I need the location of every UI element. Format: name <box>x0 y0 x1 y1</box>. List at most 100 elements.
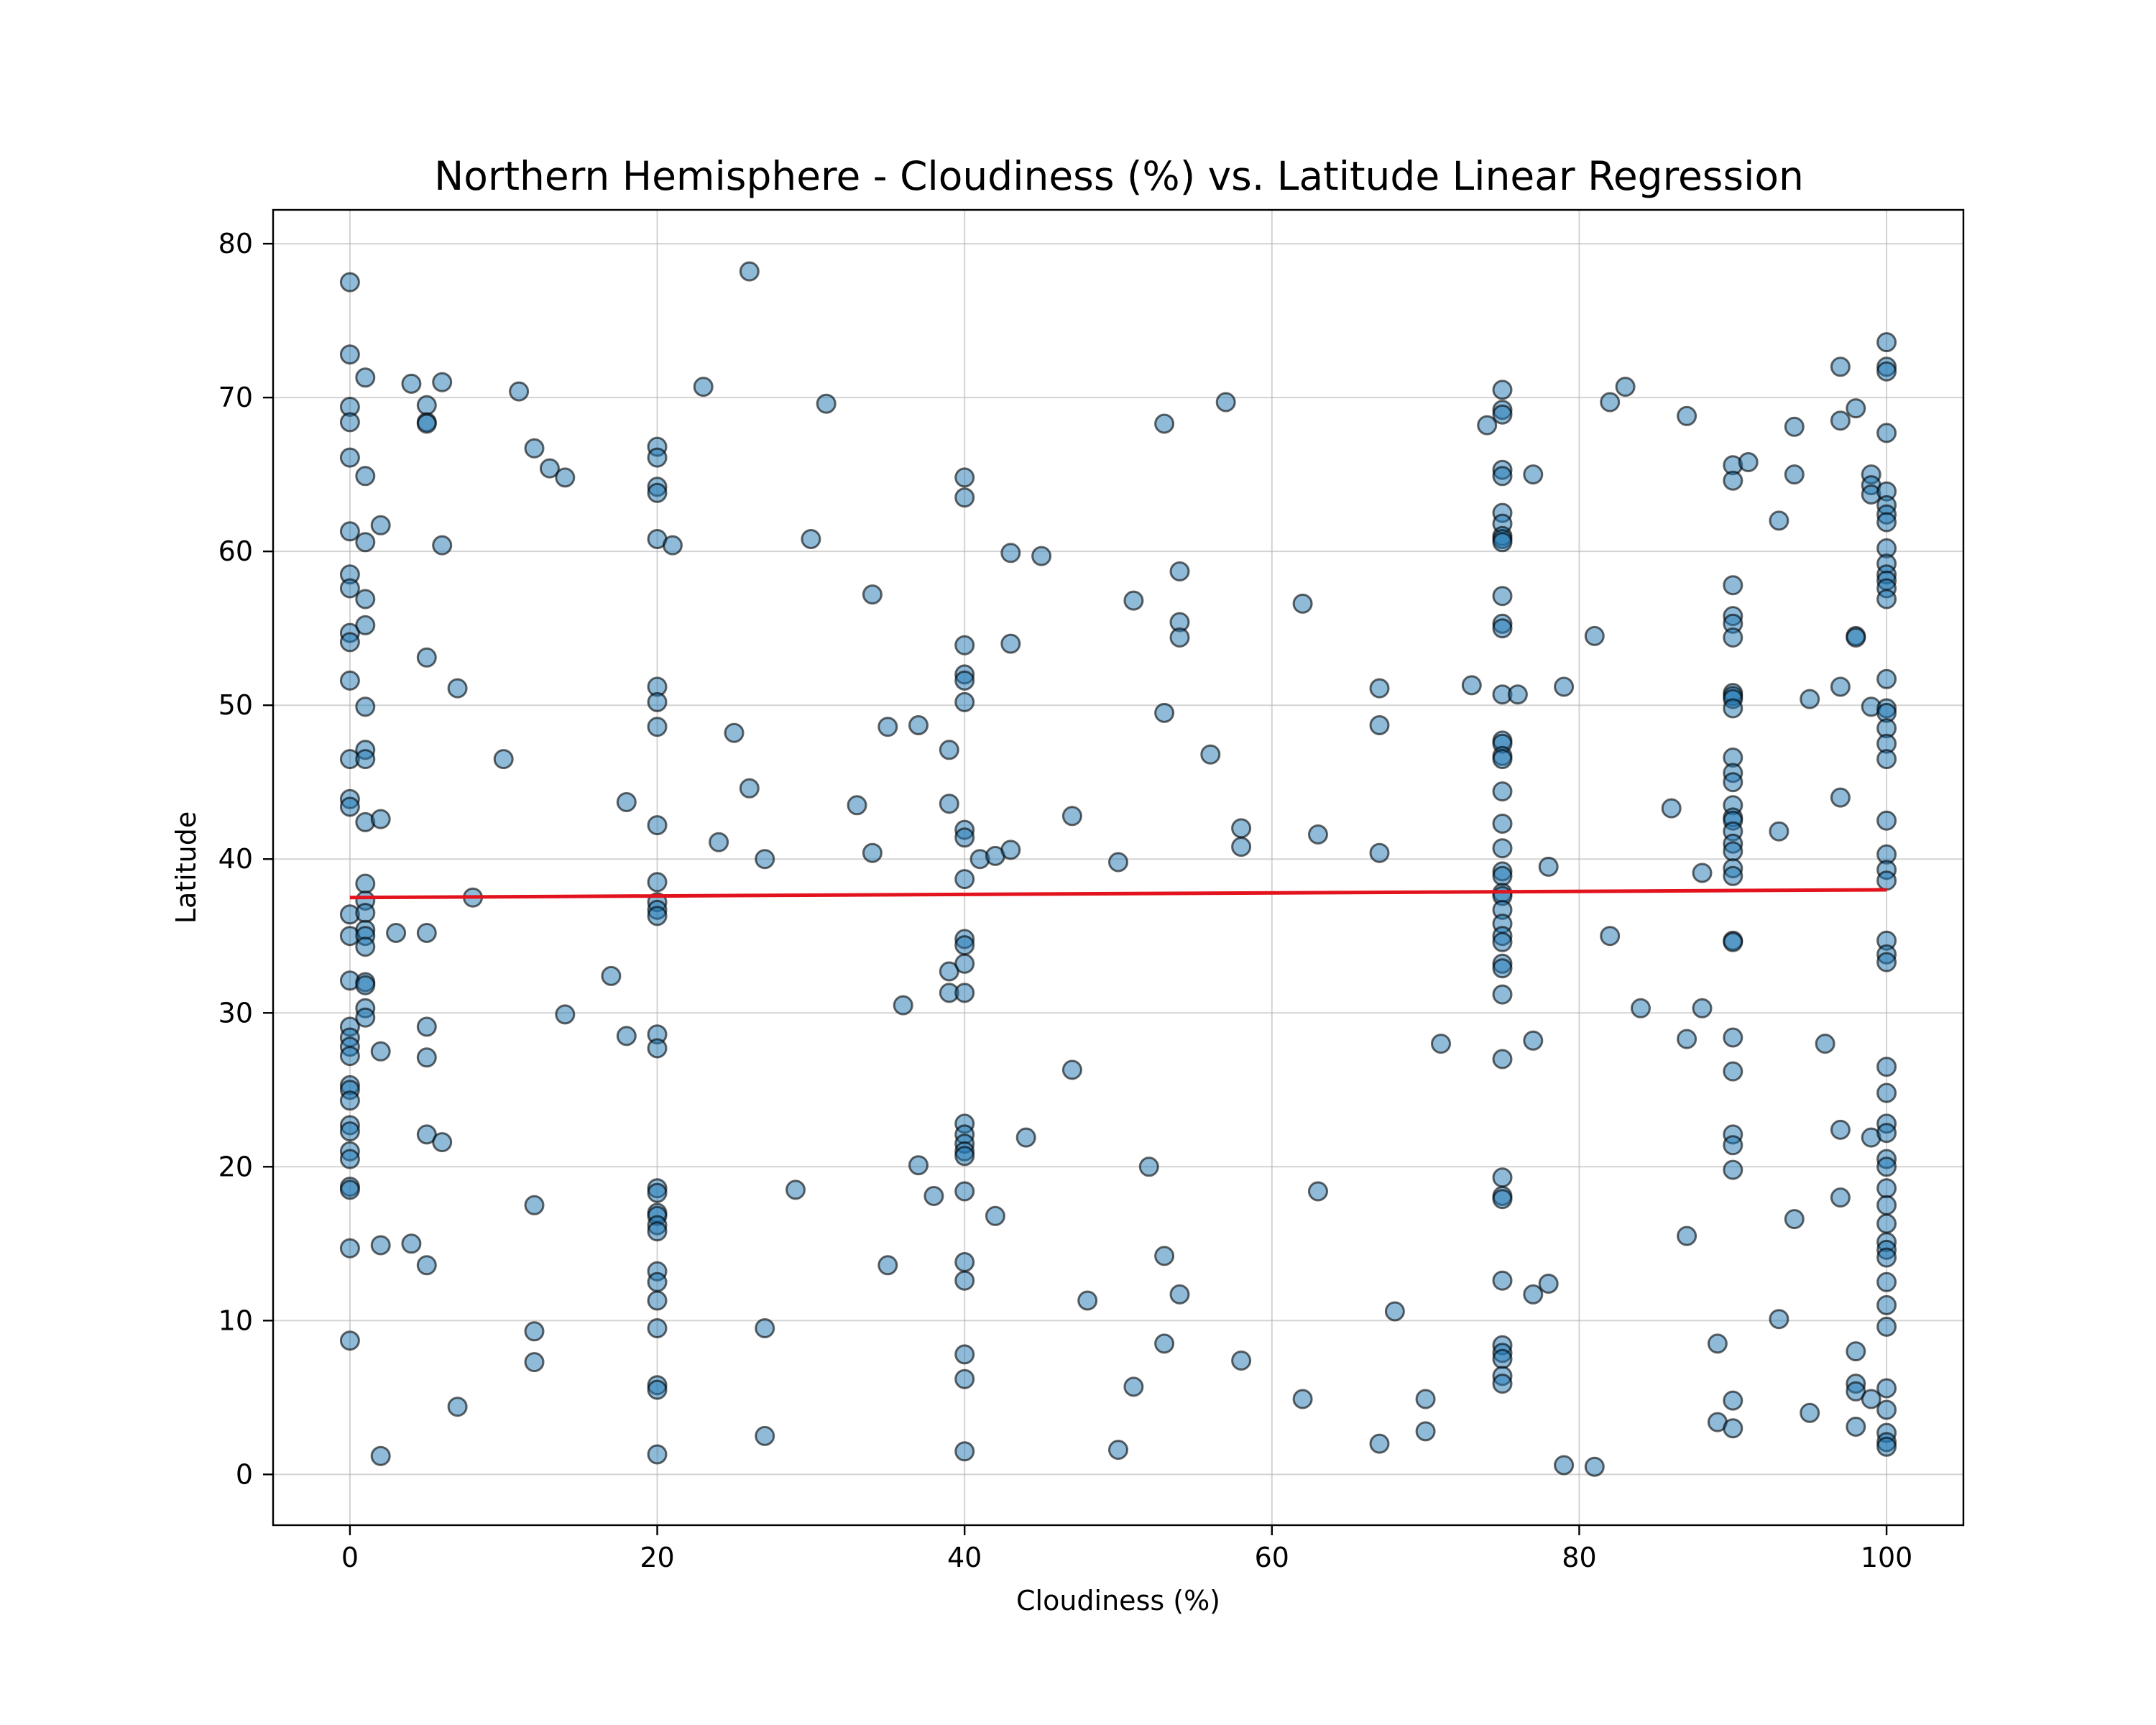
axis-ticks: 0 20 40 60 80 100 0 10 20 30 40 50 60 70 80 <box>218 228 1913 1573</box>
y-tick-label: 80 <box>218 228 253 259</box>
scatter-point <box>1723 1159 1743 1180</box>
scatter-point <box>339 1046 360 1067</box>
scatter-point <box>1169 627 1190 648</box>
scatter-point <box>1369 842 1390 863</box>
scatter-point <box>954 953 975 974</box>
scatter-point <box>647 447 668 468</box>
y-tick-label: 60 <box>218 535 253 567</box>
scatter-point <box>1492 1270 1513 1291</box>
scatter-point <box>877 1255 898 1276</box>
scatter-point <box>355 975 376 995</box>
scatter-point <box>1876 512 1897 533</box>
scatter-point <box>1123 590 1144 611</box>
scatter-point <box>1492 380 1513 400</box>
scatter-point <box>1830 1119 1851 1140</box>
scatter-point <box>1492 618 1513 639</box>
scatter-point <box>401 373 422 394</box>
data-points <box>339 261 1897 1477</box>
scatter-point <box>647 1379 668 1400</box>
scatter-point <box>1492 932 1513 952</box>
scatter-point <box>1523 1030 1544 1051</box>
scatter-point <box>370 1235 391 1256</box>
scatter-point <box>493 749 514 770</box>
scatter-point <box>1523 1284 1544 1305</box>
scatter-point <box>1723 698 1743 719</box>
scatter-point <box>1876 1082 1897 1103</box>
scatter-point <box>1538 1274 1559 1294</box>
scatter-point <box>524 1321 545 1342</box>
scatter-point <box>862 842 883 863</box>
scatter-point <box>1830 1187 1851 1208</box>
scatter-point <box>370 1041 391 1062</box>
scatter-point <box>954 827 975 848</box>
scatter-point <box>893 995 913 1016</box>
scatter-point <box>616 1026 637 1046</box>
scatter-point <box>355 589 376 610</box>
scatter-point <box>801 529 821 549</box>
scatter-point <box>647 1221 668 1242</box>
scatter-point <box>1800 689 1820 709</box>
scatter-point <box>1584 625 1605 646</box>
scatter-point <box>1876 1195 1897 1215</box>
regression-layer <box>349 888 1887 900</box>
scatter-point <box>1077 1290 1098 1311</box>
scatter-point <box>1723 1061 1743 1082</box>
scatter-point <box>954 691 975 712</box>
chart-title: Northern Hemisphere - Cloudiness (%) vs.… <box>434 153 1804 199</box>
scatter-point <box>1876 1399 1897 1420</box>
scatter-point <box>1769 821 1789 842</box>
scatter-point <box>1108 852 1128 873</box>
scatter-point <box>1830 787 1851 808</box>
scatter-point <box>1538 856 1559 877</box>
scatter-point <box>1876 1271 1897 1292</box>
scatter-point <box>1876 952 1897 972</box>
scatter-point <box>1692 998 1713 1018</box>
scatter-point <box>1492 1374 1513 1394</box>
scatter-point <box>1846 627 1866 648</box>
scatter-point <box>1876 1294 1897 1315</box>
scatter-point <box>786 1179 806 1200</box>
scatter-point <box>709 832 729 852</box>
y-tick-label: 0 <box>236 1458 253 1490</box>
scatter-point <box>339 412 360 433</box>
scatter-point <box>1477 415 1498 436</box>
x-tick-label: 0 <box>341 1542 359 1573</box>
scatter-point <box>1492 865 1513 886</box>
scatter-point <box>1108 1440 1128 1460</box>
scatter-point <box>647 1290 668 1311</box>
scatter-point <box>954 1441 975 1462</box>
scatter-point <box>908 715 929 735</box>
scatter-point <box>416 1255 437 1276</box>
scatter-point <box>739 778 760 799</box>
scatter-point <box>432 1132 453 1153</box>
scatter-point <box>1723 841 1743 862</box>
scatter-point <box>1154 1246 1175 1266</box>
scatter-point <box>954 1344 975 1365</box>
scatter-point <box>339 1330 360 1351</box>
scatter-point <box>1876 668 1897 689</box>
scatter-point <box>1492 1189 1513 1210</box>
scatter-point <box>647 906 668 926</box>
scatter-point <box>1784 464 1805 485</box>
scatter-point <box>524 438 545 459</box>
scatter-point <box>1707 1333 1728 1354</box>
scatter-point <box>647 1182 668 1203</box>
scatter-point <box>1861 1389 1881 1409</box>
scatter-point <box>355 749 376 770</box>
scatter-point <box>1723 1135 1743 1156</box>
scatter-point <box>1677 1225 1697 1246</box>
scatter-point <box>954 1270 975 1291</box>
scatter-point <box>985 1205 1005 1226</box>
scatter-point <box>1154 413 1175 434</box>
scatter-point <box>847 795 867 816</box>
scatter-point <box>339 1179 360 1200</box>
scatter-point <box>724 722 745 743</box>
scatter-point <box>1492 532 1513 553</box>
scatter-point <box>647 872 668 893</box>
scatter-point <box>908 1155 929 1176</box>
scatter-point <box>647 1444 668 1465</box>
x-tick-label: 40 <box>947 1542 982 1573</box>
scatter-point <box>1846 1417 1866 1437</box>
scatter-point <box>1876 749 1897 770</box>
